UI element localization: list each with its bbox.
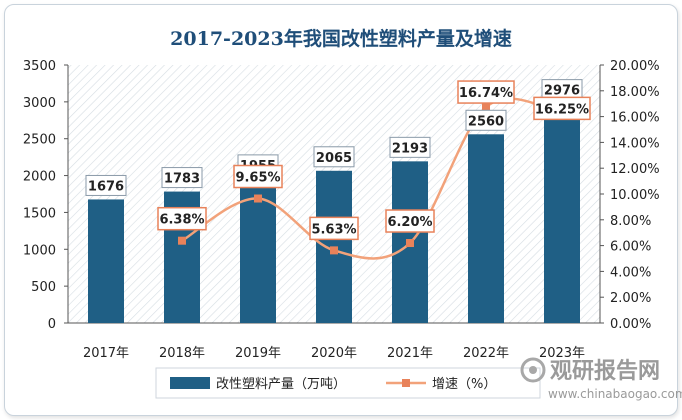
left-tick-label: 2500: [23, 133, 56, 148]
right-tick-label: 10.00%: [610, 188, 660, 203]
bar-value-box: [313, 146, 355, 168]
watermark-url: www.chinabaogao.com: [548, 387, 682, 401]
bar-value-box: [161, 167, 203, 189]
growth-value-label: 6.20%: [387, 215, 432, 230]
bar-value-label: 2560: [468, 114, 504, 129]
watermark: 观研报告网 www.chinabaogao.com: [520, 357, 682, 401]
left-tick-label: 1000: [23, 243, 56, 258]
x-tick-label: 2017年: [83, 346, 129, 361]
left-tick-label: 1500: [23, 206, 56, 221]
growth-value-label-box: [533, 96, 591, 121]
growth-value-label-box: [157, 206, 207, 231]
growth-marker: [254, 194, 262, 203]
bar: [544, 103, 580, 324]
bar-value-label: 1676: [88, 179, 124, 194]
bar-value-label: 2976: [544, 84, 580, 99]
growth-value-label-box: [457, 80, 515, 104]
bar-value-box: [85, 174, 127, 196]
growth-marker: [178, 236, 186, 245]
right-tick-label: 14.00%: [610, 136, 660, 151]
bar: [88, 199, 124, 323]
growth-value-label: 5.63%: [311, 222, 356, 237]
bar-value-label: 2065: [316, 151, 352, 166]
x-tick-label: 2020年: [311, 346, 357, 361]
growth-marker: [482, 103, 490, 112]
growth-value-label-box: [309, 216, 359, 241]
bar-value-box: [465, 109, 507, 131]
growth-value-label: 6.38%: [159, 213, 204, 228]
legend-frame: [155, 367, 541, 399]
growth-value-label-box: [385, 209, 435, 233]
legend-line-marker: [402, 379, 410, 387]
right-tick-label: 18.00%: [610, 85, 660, 100]
x-tick-label: 2021年: [387, 346, 433, 361]
x-tick-label: 2023年: [539, 346, 585, 361]
right-tick-label: 16.00%: [610, 111, 660, 126]
chart-title: 2017-2023年我国改性塑料产量及增速: [170, 28, 512, 50]
left-tick-label: 500: [31, 280, 56, 295]
left-tick-label: 3500: [23, 59, 56, 74]
x-tick-label: 2019年: [235, 346, 281, 361]
left-tick-label: 3000: [23, 96, 56, 111]
left-tick-label: 0: [48, 317, 56, 332]
x-tick-label: 2018年: [159, 346, 205, 361]
watermark-name: 观研报告网: [550, 359, 660, 384]
growth-value-label: 16.74%: [459, 86, 513, 101]
growth-marker: [406, 239, 414, 248]
legend-bar-label: 改性塑料产量（万吨）: [216, 377, 346, 392]
right-tick-label: 12.00%: [610, 162, 660, 177]
right-tick-label: 8.00%: [610, 214, 651, 229]
left-tick-label: 2000: [23, 170, 56, 185]
right-tick-label: 0.00%: [610, 317, 651, 332]
right-tick-label: 20.00%: [610, 59, 660, 74]
growth-value-label: 9.65%: [235, 171, 280, 186]
growth-marker: [330, 246, 338, 255]
legend-line-label: 增速（%）: [432, 377, 496, 392]
bar: [468, 134, 504, 323]
bar-value-label: 2193: [392, 141, 428, 156]
right-tick-label: 4.00%: [610, 265, 651, 280]
right-tick-label: 2.00%: [610, 291, 651, 306]
legend-bar-swatch: [170, 377, 210, 389]
x-tick-label: 2022年: [463, 346, 509, 361]
bar-value-box: [389, 136, 431, 158]
growth-value-label: 16.25%: [535, 102, 589, 117]
growth-value-label-box: [233, 164, 283, 189]
watermark-logo-icon: [520, 357, 546, 383]
bar-value-label: 1783: [164, 172, 200, 187]
right-tick-label: 6.00%: [610, 240, 651, 255]
